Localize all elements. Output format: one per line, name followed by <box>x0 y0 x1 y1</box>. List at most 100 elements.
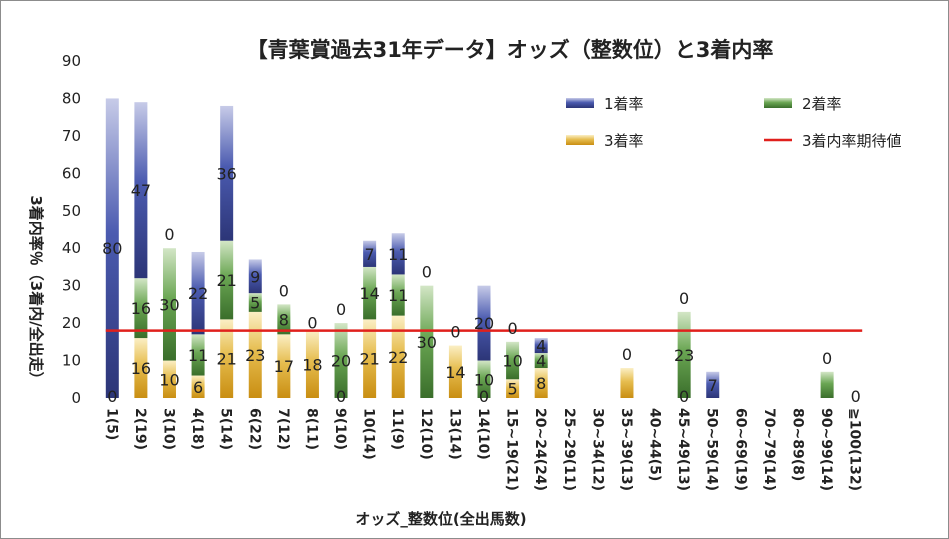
data-label: 47 <box>131 181 151 200</box>
y-tick-label: 80 <box>62 89 81 107</box>
bar-2nd-rate <box>334 323 348 398</box>
x-tick-label: 9(10) <box>332 408 348 450</box>
data-label: 0 <box>279 281 289 300</box>
data-label: 36 <box>216 164 236 183</box>
data-label: 0 <box>622 345 632 364</box>
x-tick-label: 90~99(14) <box>818 408 834 491</box>
bars <box>105 98 834 398</box>
bar-2nd-rate <box>248 293 262 312</box>
data-label: 10 <box>474 370 494 389</box>
data-label: 7 <box>365 245 375 264</box>
legend-item-3rd: 3着率 <box>566 132 644 150</box>
bar-2nd-rate <box>506 341 520 380</box>
bar-3rd-rate <box>506 379 520 398</box>
data-label: 0 <box>507 319 517 338</box>
bar-3rd-rate <box>162 360 176 398</box>
x-tick-label: 13(14) <box>446 408 462 460</box>
x-tick-label: 10(14) <box>361 408 377 460</box>
data-label: 80 <box>102 239 122 258</box>
legend-item-1st: 1着率 <box>566 95 644 113</box>
bar-3rd-rate <box>534 368 548 398</box>
bar-2nd-rate <box>820 371 834 398</box>
x-tick-label: 1(5) <box>103 408 119 440</box>
y-tick-label: 40 <box>62 239 81 257</box>
bar-1st-rate <box>248 259 262 294</box>
data-label: 10 <box>502 352 522 371</box>
bar-3rd-rate <box>248 311 262 398</box>
data-label: 8 <box>536 374 546 393</box>
data-label: 0 <box>450 323 460 342</box>
legend-item-2nd: 2着率 <box>764 95 842 113</box>
bar-2nd-rate <box>534 353 548 369</box>
bar-3rd-rate <box>391 315 405 398</box>
x-tick-label: 3(10) <box>160 408 176 450</box>
bar-2nd-rate <box>134 278 148 339</box>
x-tick-label: 20~24(24) <box>532 408 548 491</box>
y-axis-ticks: 0 10 20 30 40 50 60 70 80 90 <box>62 52 81 407</box>
data-label: 5 <box>507 380 517 399</box>
data-label: 22 <box>388 348 408 367</box>
bar-2nd-rate <box>191 334 205 376</box>
x-tick-label: 8(11) <box>303 408 319 450</box>
x-axis-label: オッズ_整数位(全出馬数) <box>355 510 526 528</box>
bar-1st-rate <box>191 251 205 335</box>
x-tick-label: ≧100(132) <box>847 408 863 491</box>
legend-item-expected: 3着内率期待値 <box>764 132 902 150</box>
data-label: 8 <box>279 310 289 329</box>
x-tick-label: 80~89(8) <box>790 408 806 481</box>
bar-1st-rate <box>134 102 148 279</box>
x-tick-label: 11(9) <box>389 408 405 450</box>
bar-3rd-rate <box>305 330 319 398</box>
bar-1st-rate <box>477 285 491 361</box>
data-label: 30 <box>417 333 437 352</box>
x-tick-label: 12(10) <box>418 408 434 460</box>
bar-3rd-rate <box>620 368 634 398</box>
svg-text:3着内率期待値: 3着内率期待値 <box>802 132 902 150</box>
data-label: 0 <box>479 387 489 406</box>
x-tick-label: 25~29(11) <box>561 408 577 491</box>
y-tick-label: 0 <box>71 389 81 407</box>
x-axis-ticks: 1(5) 2(19) 3(10) 4(18) 5(14) 6(22) 7(12) 8(11) 9… <box>103 408 862 491</box>
bar-2nd-rate <box>477 360 491 398</box>
data-label: 21 <box>216 271 236 290</box>
svg-text:1着率: 1着率 <box>604 95 644 113</box>
data-label: 11 <box>188 346 208 365</box>
data-label: 0 <box>822 349 832 368</box>
data-label: 4 <box>536 337 546 356</box>
y-tick-label: 30 <box>62 277 81 295</box>
x-tick-label: 30~34(12) <box>589 408 605 491</box>
bar-3rd-rate <box>134 338 148 398</box>
data-label: 0 <box>851 387 861 406</box>
x-tick-label: 7(12) <box>275 408 291 450</box>
y-tick-label: 10 <box>62 352 81 370</box>
data-label: 11 <box>388 245 408 264</box>
y-tick-label: 70 <box>62 127 81 145</box>
y-axis-label: 3着内率％（3着内/全出走） <box>27 195 45 386</box>
chart-title: 【青葉賞過去31年データ】オッズ（整数位）と3着内率 <box>247 38 774 62</box>
bar-1st-rate <box>220 105 234 241</box>
x-tick-label: 2(19) <box>132 408 148 450</box>
data-label: 10 <box>159 370 179 389</box>
data-label: 16 <box>131 359 151 378</box>
bar-2nd-rate <box>220 240 234 320</box>
data-label: 23 <box>245 346 265 365</box>
data-label: 0 <box>679 387 689 406</box>
x-tick-label: 70~79(14) <box>761 408 777 491</box>
y-tick-label: 90 <box>62 52 81 70</box>
bar-1st-rate <box>706 371 720 398</box>
data-label: 21 <box>359 350 379 369</box>
x-tick-label: 14(10) <box>475 408 491 460</box>
data-label: 4 <box>536 352 546 371</box>
y-tick-label: 60 <box>62 164 81 182</box>
bar-1st-rate <box>391 233 405 275</box>
data-label: 9 <box>250 267 260 286</box>
data-label: 6 <box>193 378 203 397</box>
bar-3rd-rate <box>277 334 291 398</box>
x-tick-label: 15~19(21) <box>504 408 520 491</box>
data-label: 18 <box>302 355 322 374</box>
bar-3rd-rate <box>363 319 377 398</box>
bar-3rd-rate <box>220 319 234 398</box>
x-tick-label: 5(14) <box>218 408 234 450</box>
x-tick-label: 6(22) <box>246 408 262 450</box>
